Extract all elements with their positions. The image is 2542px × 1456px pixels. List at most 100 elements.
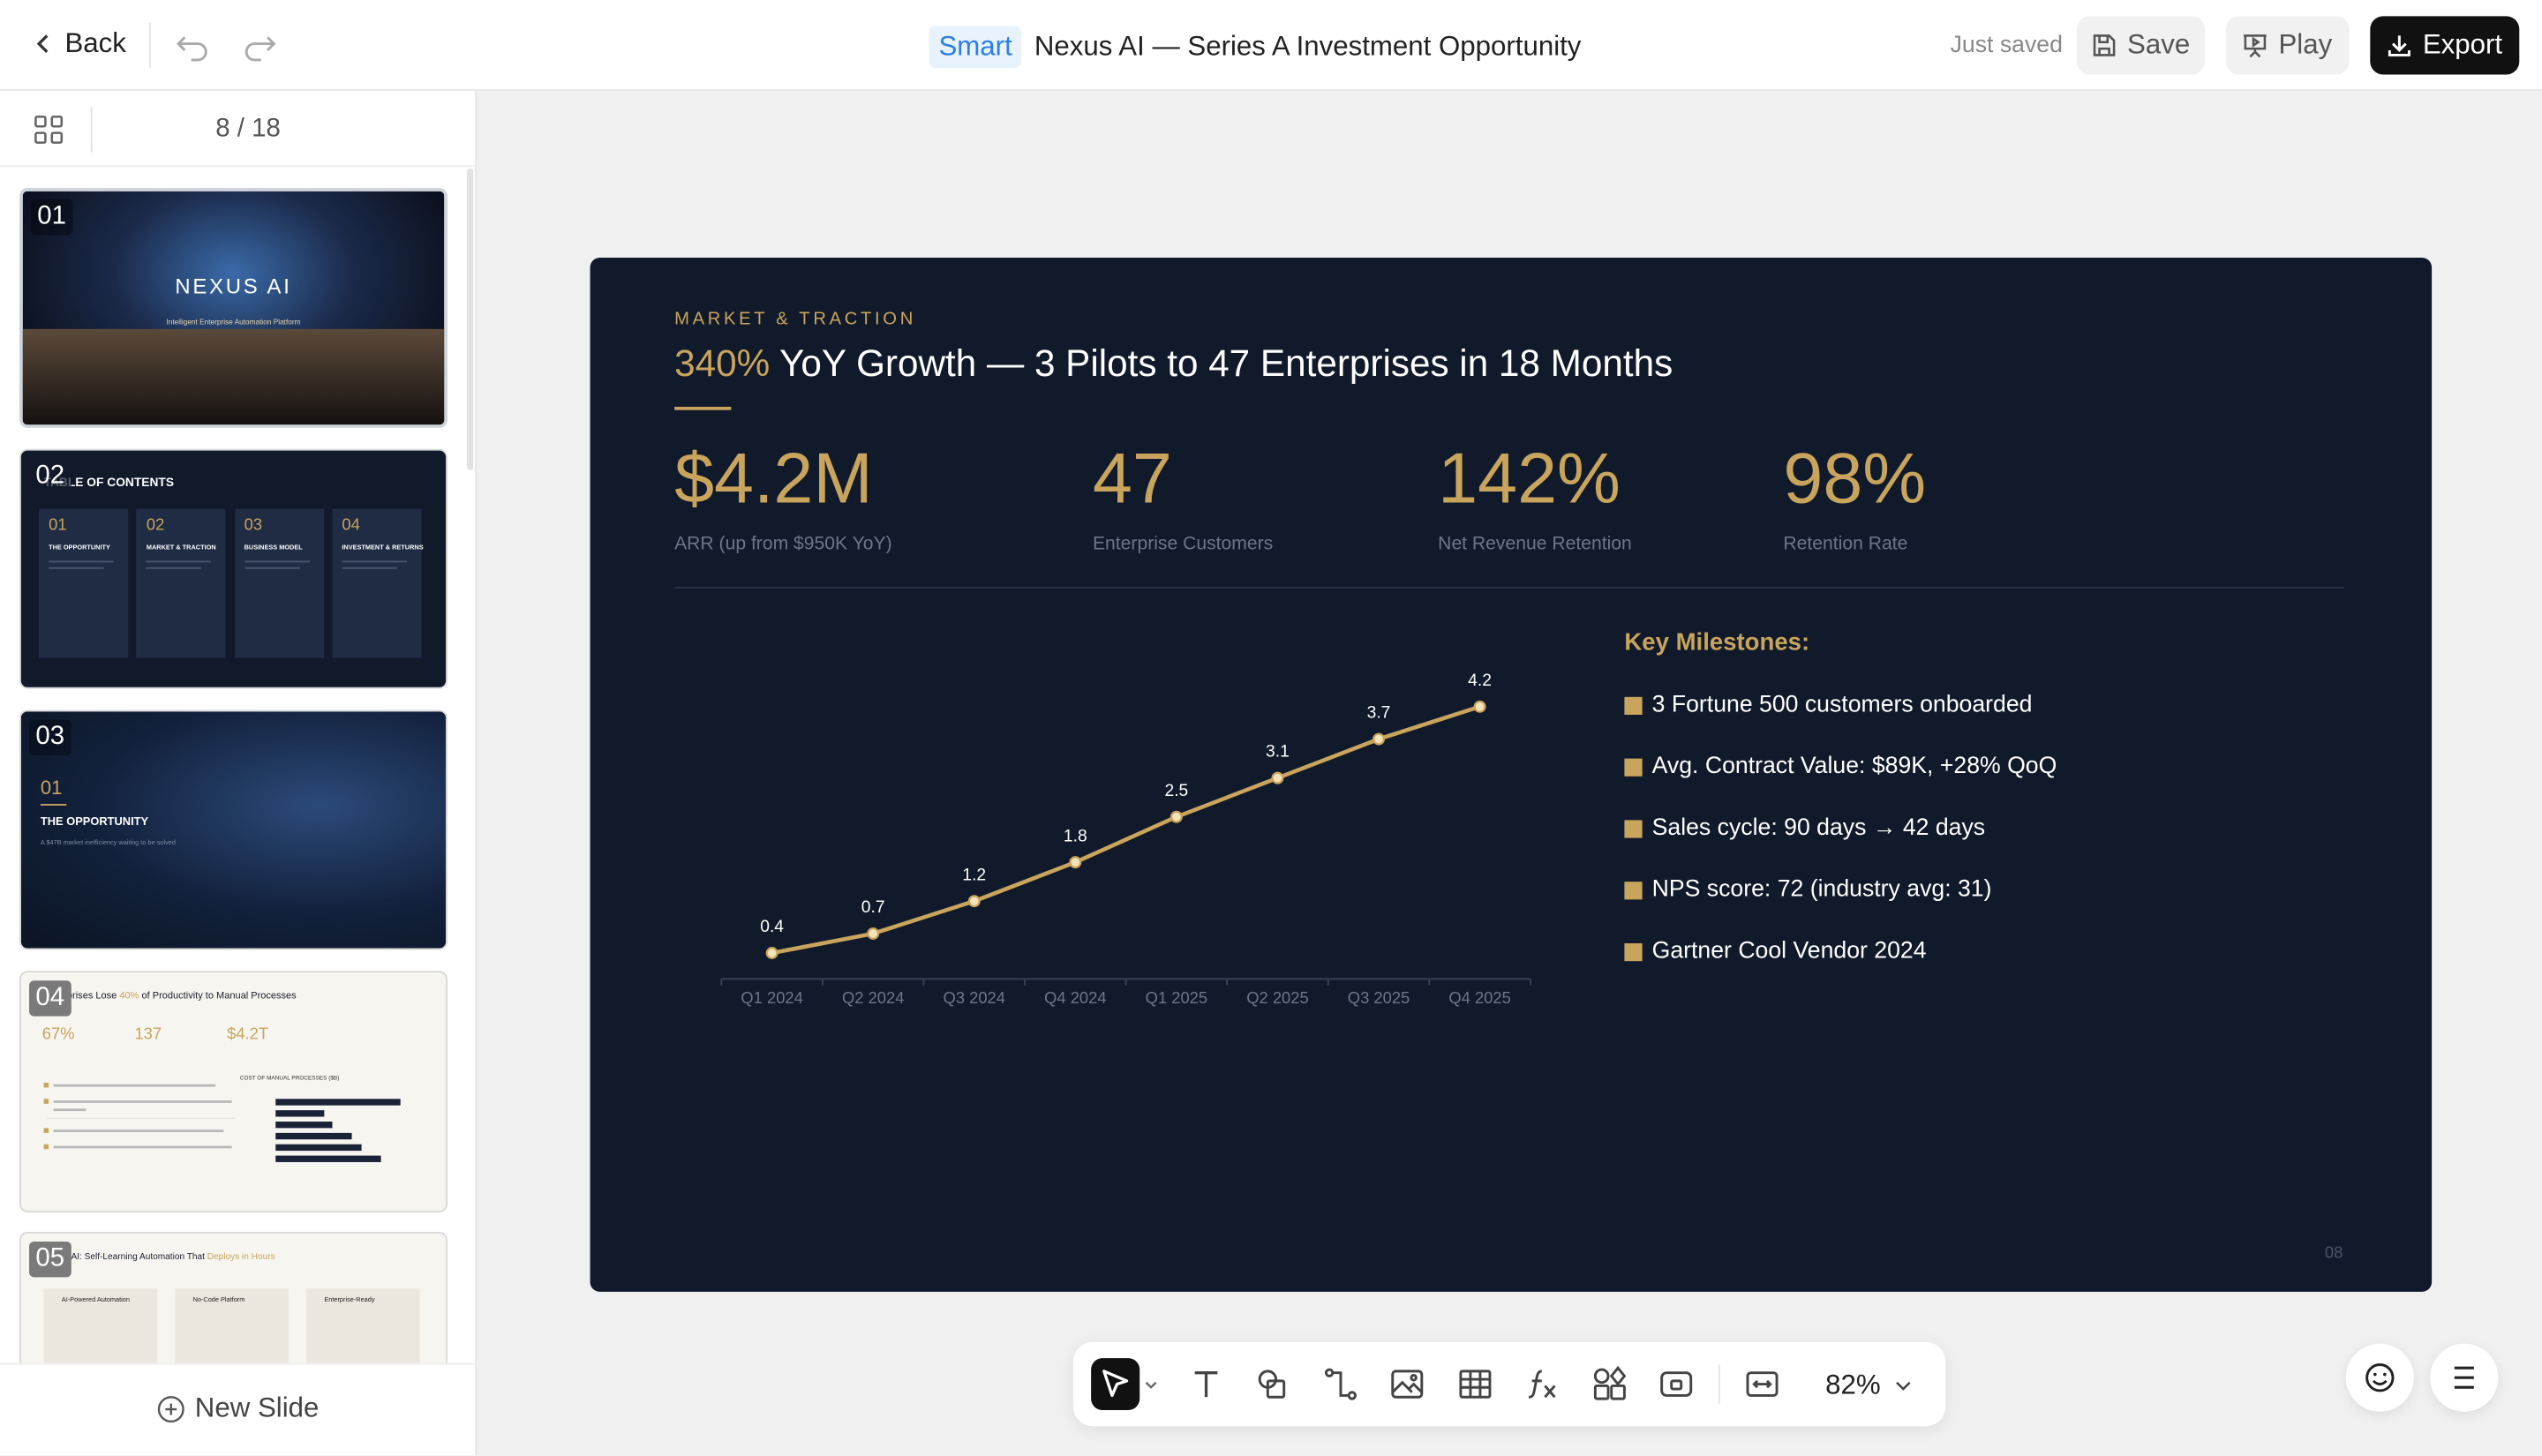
milestone: 3 Fortune 500 customers onboarded <box>1624 692 2033 718</box>
toc-line <box>244 560 310 563</box>
thumbnail-image <box>22 328 445 425</box>
point <box>1473 700 1486 713</box>
media-tool[interactable] <box>1657 1365 1696 1404</box>
stat-value: 98% <box>1783 439 1927 519</box>
formula-tool[interactable] <box>1523 1365 1561 1404</box>
value-label: 3.7 <box>1367 704 1391 723</box>
section-number: 01 <box>40 776 63 799</box>
back-label: Back <box>64 27 126 59</box>
toc-column: 04 INVESTMENT & RETURNS <box>332 508 424 658</box>
slide-thumbnail[interactable]: NEXUS AI Intelligent Enterprise Automati… <box>19 188 447 428</box>
stat-label: Retention Rate <box>1783 535 1908 555</box>
play-icon <box>2244 34 2267 58</box>
chart-title: COST OF MANUAL PROCESSES ($B) <box>239 1074 340 1082</box>
shape-tool[interactable] <box>1253 1365 1292 1404</box>
toc-line <box>146 560 212 563</box>
thumbnail-content <box>43 1082 401 1162</box>
smart-badge: Smart <box>929 26 1022 69</box>
toc-number: 01 <box>49 516 67 536</box>
toc-number: 03 <box>244 516 263 536</box>
x-tick-label: Q1 2024 <box>741 988 802 1007</box>
line-chart: Q1 2024 Q2 2024 Q3 2024 Q4 2024 Q1 2025 Q2 20… <box>720 672 1531 1007</box>
document-title[interactable]: Nexus AI — Series A Investment Opportuni… <box>1034 30 1582 62</box>
bullet <box>1624 942 1643 961</box>
undo-button[interactable] <box>175 27 210 63</box>
slide-thumbnail[interactable]: Nexus AI: Self-Learning Automation That … <box>19 1231 447 1363</box>
grid-view-button[interactable] <box>34 115 64 144</box>
stat-value: 47 <box>1092 439 1172 519</box>
title-text: Nexus AI: Self-Learning Automation That <box>43 1252 205 1263</box>
title-highlight: 40% <box>119 992 139 1002</box>
image-tool[interactable] <box>1388 1365 1426 1404</box>
slide-thumbnail[interactable]: TABLE OF CONTENTS 01 THE OPPORTUNITY 02 … <box>19 448 447 689</box>
x-tick-label: Q1 2025 <box>1146 988 1207 1007</box>
connector-tool[interactable] <box>1321 1365 1360 1404</box>
milestone-text: 3 Fortune 500 customers onboarded <box>1651 692 2033 718</box>
accent-line <box>40 804 67 806</box>
point <box>1373 732 1386 746</box>
card-title: No-Code Platform <box>192 1295 245 1303</box>
point <box>765 947 778 959</box>
toc-line <box>146 567 202 569</box>
divider <box>148 22 151 69</box>
toc-column: 01 THE OPPORTUNITY <box>39 508 129 658</box>
table-tool[interactable] <box>1455 1365 1494 1404</box>
slide-thumbnail[interactable]: 01 THE OPPORTUNITY A $47B market ineffic… <box>19 709 447 950</box>
menu-button[interactable] <box>2430 1343 2499 1412</box>
slide-thumbnail[interactable]: Enterprises Lose 40% of Productivity to … <box>19 971 447 1212</box>
point <box>1069 856 1082 869</box>
zoom-menu[interactable] <box>1891 1375 1914 1398</box>
divider <box>0 1362 476 1365</box>
bullet <box>1624 695 1643 715</box>
stat-label: Net Revenue Retention <box>1438 535 1632 555</box>
milestone-text: Gartner Cool Vendor 2024 <box>1651 938 1927 964</box>
slide-number: 02 <box>29 458 71 495</box>
play-label: Play <box>2278 29 2333 60</box>
title-text: YoY Growth — 3 Pilots to 47 Enterprises … <box>779 341 1673 385</box>
back-button[interactable]: Back <box>33 27 126 60</box>
export-button[interactable]: Export <box>2370 16 2520 75</box>
component-tool[interactable] <box>1591 1365 1629 1404</box>
fit-tool[interactable] <box>1742 1365 1781 1404</box>
thumbnail-title: THE OPPORTUNITY <box>40 816 149 829</box>
play-button[interactable]: Play <box>2225 16 2350 75</box>
feedback-button[interactable] <box>2345 1343 2414 1412</box>
back-icon <box>36 34 49 53</box>
milestone: Gartner Cool Vendor 2024 <box>1624 938 1927 964</box>
cursor-icon <box>1102 1370 1129 1398</box>
card-title: Enterprise-Ready <box>324 1295 375 1303</box>
save-icon <box>2094 34 2116 56</box>
toolbar: 82% <box>1072 1341 1946 1427</box>
save-button[interactable]: Save <box>2076 16 2205 75</box>
toc-label: INVESTMENT & RETURNS <box>342 543 424 552</box>
redo-button[interactable] <box>242 27 277 63</box>
page-number: 08 <box>2324 1244 2343 1263</box>
x-tick-label: Q2 2025 <box>1246 988 1308 1007</box>
value-label: 3.1 <box>1266 743 1290 762</box>
export-icon <box>2388 35 2411 56</box>
toc-label: BUSINESS MODEL <box>244 543 303 552</box>
toc-column: 03 BUSINESS MODEL <box>234 508 324 658</box>
title-text: Enterprises Lose <box>43 992 117 1002</box>
smile-icon <box>2365 1363 2395 1392</box>
x-tick-label: Q4 2024 <box>1044 988 1106 1007</box>
scrollbar[interactable] <box>466 169 474 470</box>
x-tick-label: Q3 2025 <box>1348 988 1410 1007</box>
milestone-text: NPS score: 72 (industry avg: 31) <box>1651 876 1992 904</box>
thumbnail-title: NEXUS AI <box>175 274 292 298</box>
new-slide-button[interactable]: New Slide <box>0 1392 477 1425</box>
card: AI-Powered Automation <box>43 1288 158 1363</box>
zoom-level[interactable]: 82% <box>1825 1370 1881 1400</box>
point <box>867 927 880 940</box>
milestones-title: Key Milestones: <box>1624 628 1810 657</box>
toc-line <box>342 567 397 569</box>
text-tool[interactable] <box>1186 1365 1225 1404</box>
plus-icon <box>158 1395 185 1422</box>
divider <box>90 107 93 153</box>
slide-canvas[interactable]: MARKET & TRACTION 340% YoY Growth — 3 Pi… <box>590 258 2433 1292</box>
stat-label: Enterprise Customers <box>1092 535 1274 555</box>
page-indicator: 8 / 18 <box>215 115 281 143</box>
select-tool[interactable] <box>1091 1358 1140 1410</box>
toc-line <box>49 560 114 563</box>
select-menu[interactable] <box>1141 1365 1161 1404</box>
